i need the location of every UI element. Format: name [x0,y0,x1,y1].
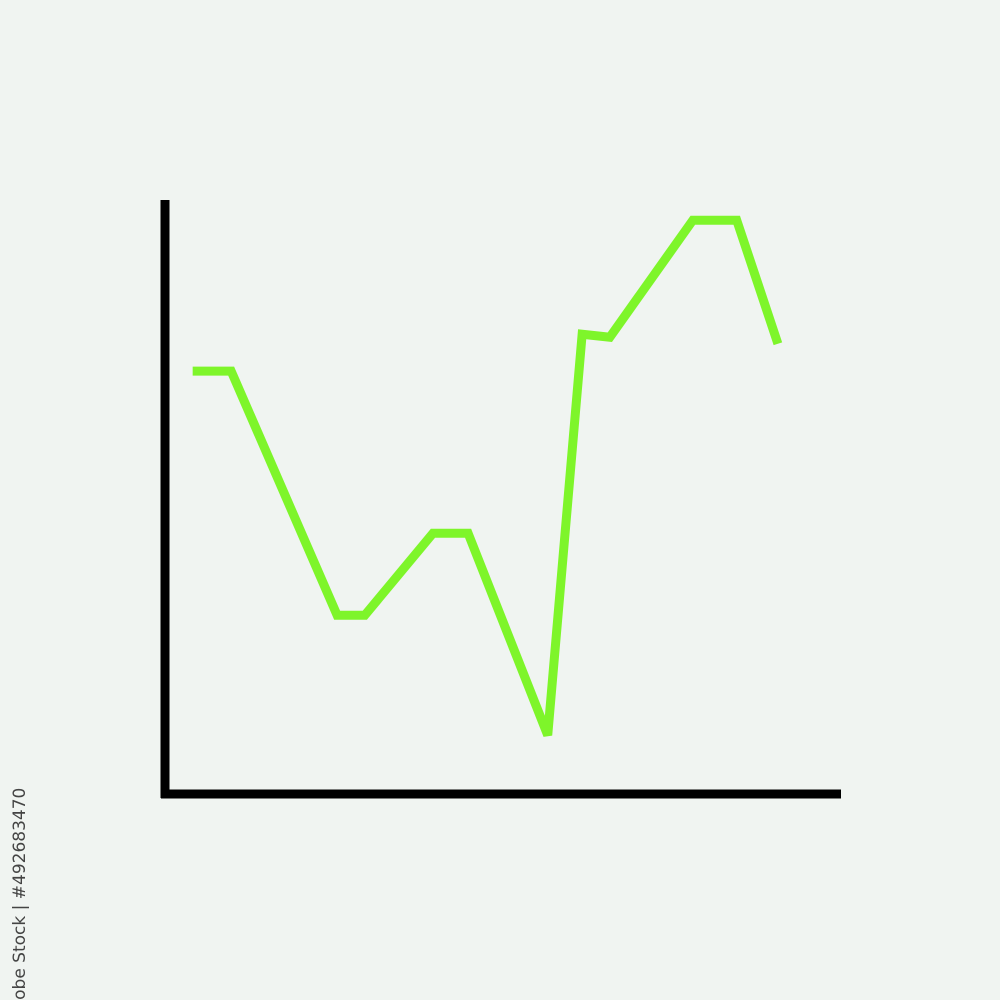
watermark: Adobe Stock | #492683470 [10,766,30,1000]
watermark-text: Adobe Stock | #492683470 [10,787,30,1000]
series-line-0 [192,215,783,737]
